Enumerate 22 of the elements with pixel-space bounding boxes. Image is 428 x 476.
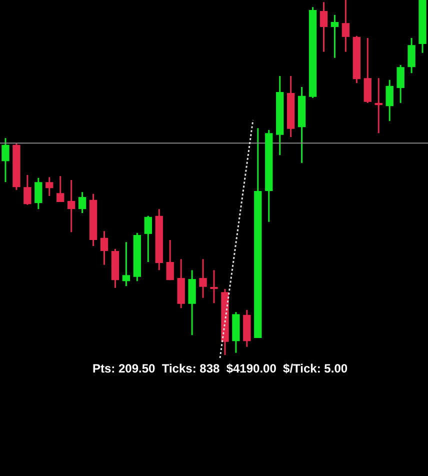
candlestick: [166, 239, 174, 281]
candlestick: [2, 137, 10, 183]
candlestick: [374, 77, 382, 134]
candlestick: [56, 175, 64, 203]
candlestick: [330, 14, 339, 59]
candlestick: [408, 37, 416, 74]
candlestick: [24, 174, 32, 206]
candlestick: [210, 269, 218, 304]
candlestick: [199, 258, 207, 299]
candlestick: [78, 191, 86, 214]
candlestick: [144, 215, 152, 263]
text: Pts: 209.50 Ticks: 838 $4190.00 $/Tick: 5.00: [92, 361, 348, 376]
candlestick: [364, 37, 372, 104]
candlestick: [67, 179, 76, 233]
candlestick: [46, 176, 54, 197]
candlestick: [386, 79, 394, 122]
candlestick: [342, 0, 350, 53]
candlestick: [34, 177, 42, 210]
candlestick: [320, 1, 328, 53]
candlestick: [100, 230, 108, 266]
candlestick: [122, 241, 130, 287]
candlestick: [396, 64, 404, 104]
